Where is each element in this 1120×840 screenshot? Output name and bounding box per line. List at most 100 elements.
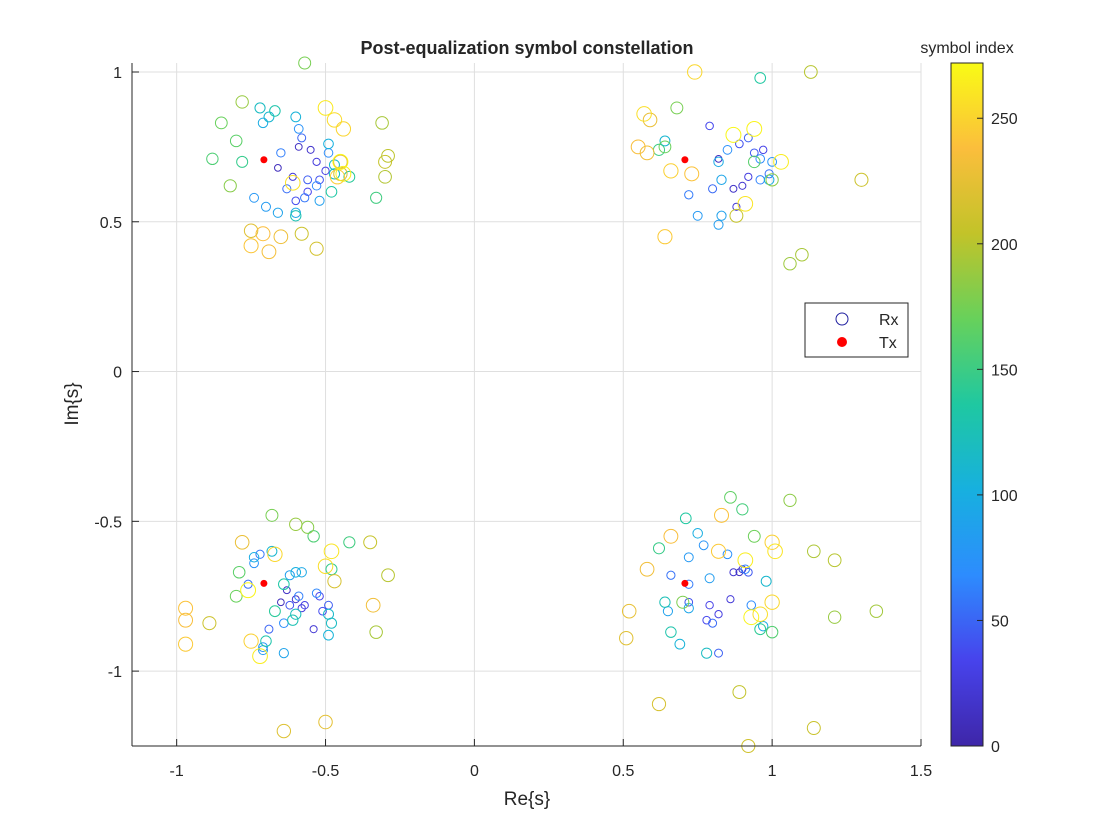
colorbar-tick-label: 0 [991,739,1000,756]
rx-point [325,617,338,629]
rx-point [365,597,381,613]
rx-point [639,561,655,577]
rx-point [642,112,658,128]
rx-point [326,112,343,128]
rx-point [303,175,313,185]
rx-point [722,549,733,560]
rx-point [323,629,334,641]
rx-point [869,604,884,618]
rx-point [255,226,271,242]
rx-point [747,529,761,543]
rx-point [663,163,679,179]
rx-point [229,134,243,148]
rx-point [300,193,310,203]
rx-point [621,603,637,619]
rx-point [303,187,312,197]
rx-point [306,145,315,154]
rx-point [294,226,309,241]
rx-point [663,528,679,544]
rx-point [665,626,677,638]
rx-point [659,135,671,147]
rx-point [698,540,709,551]
rx-point [708,618,718,628]
rx-point [264,624,274,634]
rx-scatter-series [178,56,884,754]
rx-point [325,185,338,198]
rx-point [318,606,327,616]
rx-point [687,64,703,80]
rx-point [714,648,723,658]
rx-point [294,142,303,151]
rx-point [716,174,727,185]
rx-point [692,210,703,221]
rx-point [278,648,289,659]
tx-point [260,156,268,164]
rx-point [223,179,237,193]
plot-background [132,63,921,746]
rx-point [290,210,302,222]
rx-point [282,586,291,595]
legend-rx-marker [835,312,849,326]
rx-point [278,578,290,591]
rx-point [726,595,735,604]
y-axis-label: Im{s} [62,382,83,425]
rx-point [276,723,292,739]
rx-point [269,605,281,618]
rx-point [267,546,283,562]
x-tick-label: 0 [470,763,479,780]
rx-point [363,535,378,550]
rx-point [317,558,334,575]
rx-point [767,543,783,560]
rx-point [803,65,818,79]
rx-point [679,512,692,525]
rx-point [704,573,715,584]
rx-point [289,517,303,531]
rx-point [732,685,747,699]
rx-point [827,553,842,568]
tx-scatter-series [260,156,689,587]
rx-point [312,157,321,166]
rx-point [652,542,666,555]
rx-point [692,528,703,539]
rx-point [683,552,694,563]
rx-point [744,172,753,181]
rx-point [619,630,634,646]
rx-point [630,139,646,155]
rx-point [764,594,780,610]
tx-point [681,579,689,587]
rx-point [716,210,727,221]
rx-point [243,223,259,238]
rx-point [240,582,257,599]
rx-point [277,598,285,607]
legend-tx-label: Tx [879,335,897,352]
rx-point [291,595,300,604]
rx-point [343,536,356,549]
rx-point [684,166,700,182]
rx-point [318,714,333,730]
y-tick-label: 1 [113,65,122,82]
rx-point [676,595,690,609]
rx-point [714,507,730,523]
rx-point [243,633,259,649]
rx-point [729,208,744,223]
rx-point [743,609,760,626]
rx-point [332,153,349,170]
rx-point [343,170,356,183]
rx-point [335,165,352,182]
rx-point [297,604,306,613]
rx-point [229,589,243,603]
x-tick-label: 1 [768,763,777,780]
legend-box [804,302,909,358]
colorbar-label: symbol index [920,40,1013,57]
colorbar-tick-label: 50 [991,613,1009,630]
rx-point [749,148,759,158]
colorbar-tick-label: 100 [991,488,1018,505]
rx-point [639,145,655,161]
rx-point [243,238,259,254]
colorbar-tick-label: 250 [991,111,1018,128]
rx-point [381,568,395,583]
rx-point [674,638,686,650]
rx-point [311,181,322,191]
x-tick-label: -1 [170,763,184,780]
